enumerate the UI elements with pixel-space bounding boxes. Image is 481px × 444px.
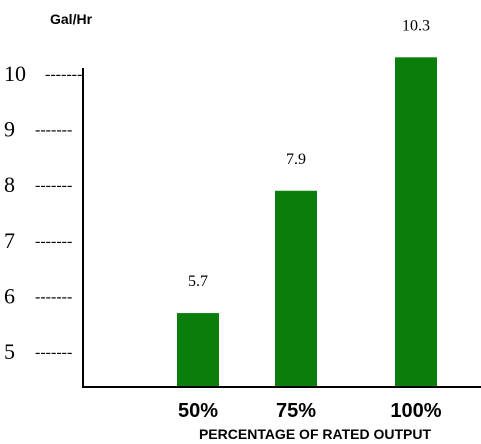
y-tick-dash: ------- xyxy=(35,233,72,250)
y-tick-label: 6 xyxy=(4,283,15,308)
y-tick-label: 5 xyxy=(4,339,15,364)
bars xyxy=(177,57,437,387)
y-tick-dash: ------- xyxy=(35,122,72,139)
y-tick-label: 10 xyxy=(4,61,26,86)
y-tick-dash: ------- xyxy=(35,344,72,361)
y-tick-dash: ------- xyxy=(45,66,82,83)
data-labels: 5.7 7.9 10.3 xyxy=(188,17,430,290)
y-tick-dash: ------- xyxy=(35,177,72,194)
y-tick-dash: ------- xyxy=(35,288,72,305)
x-ticks: 50% 75% 100% xyxy=(178,400,442,422)
y-tick-label: 7 xyxy=(4,228,15,253)
x-axis-label: PERCENTAGE OF RATED OUTPUT xyxy=(199,426,431,442)
y-ticks: 5 ------- 6 ------- 7 ------- 8 ------- 9 -------… xyxy=(4,61,82,364)
x-tick-label: 75% xyxy=(276,400,316,422)
bar-50-percent xyxy=(177,313,219,387)
bar-value-label: 7.9 xyxy=(286,151,306,168)
bar-100-percent xyxy=(395,57,437,387)
bar-75-percent xyxy=(275,190,317,387)
y-tick-label: 9 xyxy=(4,117,15,142)
y-axis-label: Gal/Hr xyxy=(50,11,93,27)
x-tick-label: 100% xyxy=(390,400,441,422)
x-tick-label: 50% xyxy=(178,400,218,422)
bar-value-label: 10.3 xyxy=(402,17,430,34)
y-tick-label: 8 xyxy=(4,172,15,197)
bar-value-label: 5.7 xyxy=(188,273,208,290)
